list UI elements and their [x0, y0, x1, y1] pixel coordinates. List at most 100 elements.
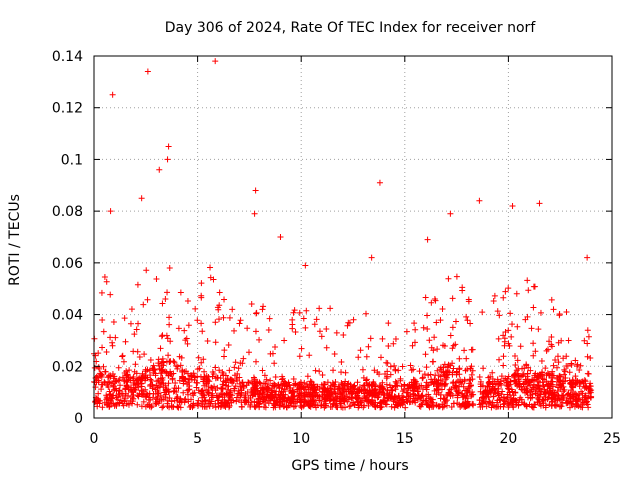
data-point: [537, 309, 544, 316]
data-point: [387, 363, 394, 370]
data-point: [558, 337, 565, 344]
data-point: [212, 387, 219, 394]
data-point: [565, 337, 572, 344]
data-point: [507, 378, 514, 385]
data-point: [587, 383, 594, 390]
data-point: [164, 400, 171, 407]
data-point: [568, 381, 575, 388]
data-point: [290, 309, 297, 316]
data-point: [419, 375, 426, 382]
data-point: [171, 387, 178, 394]
data-point: [483, 393, 490, 400]
data-point: [524, 277, 531, 284]
data-point: [151, 367, 158, 374]
data-point: [262, 380, 269, 387]
data-point: [502, 288, 509, 295]
data-point: [380, 385, 387, 392]
data-point: [138, 374, 145, 381]
data-point: [304, 391, 311, 398]
y-tick-labels: 0 0.02 0.04 0.06 0.08 0.1 0.12 0.14: [52, 49, 83, 427]
data-point: [354, 379, 361, 386]
data-point: [464, 317, 471, 324]
data-point: [240, 355, 247, 362]
data-point: [370, 380, 377, 387]
data-point: [251, 383, 258, 390]
data-point: [252, 187, 259, 194]
data-point: [207, 264, 214, 271]
data-point: [569, 377, 576, 384]
data-point: [424, 312, 431, 319]
data-point: [302, 324, 309, 331]
data-point: [143, 393, 150, 400]
data-point: [342, 378, 349, 385]
data-point: [177, 362, 184, 369]
data-point: [117, 382, 124, 389]
data-point: [379, 388, 386, 395]
data-point: [441, 381, 448, 388]
data-point: [125, 401, 132, 408]
data-point: [271, 383, 278, 390]
data-point: [266, 315, 273, 322]
data-point: [430, 358, 437, 365]
data-point: [176, 353, 183, 360]
data-point: [166, 264, 173, 271]
data-point: [447, 393, 454, 400]
data-point: [189, 372, 196, 379]
data-point: [330, 400, 337, 407]
data-point: [420, 324, 427, 331]
data-point: [392, 335, 399, 342]
data-point: [542, 365, 549, 372]
data-point: [449, 295, 456, 302]
data-point: [307, 378, 314, 385]
data-point: [141, 351, 148, 358]
data-point: [93, 373, 100, 380]
data-point: [358, 402, 365, 409]
data-point: [323, 326, 330, 333]
data-point: [172, 380, 179, 387]
data-point: [426, 395, 433, 402]
data-point: [174, 404, 181, 411]
data-point: [201, 392, 208, 399]
data-point: [560, 355, 567, 362]
data-point: [103, 396, 110, 403]
data-point: [226, 314, 233, 321]
data-point: [526, 380, 533, 387]
data-point: [259, 384, 266, 391]
data-point: [194, 380, 201, 387]
data-point: [235, 387, 242, 394]
data-point: [554, 353, 561, 360]
data-point: [144, 68, 151, 75]
data-point: [382, 401, 389, 408]
data-point: [439, 404, 446, 411]
data-point: [119, 353, 126, 360]
data-point: [429, 400, 436, 407]
data-point: [508, 333, 515, 340]
data-point: [198, 359, 205, 366]
data-point: [236, 374, 243, 381]
data-point: [561, 366, 568, 373]
y-tick-label: 0: [74, 411, 83, 427]
data-point: [572, 357, 579, 364]
data-point: [139, 391, 146, 398]
data-point: [300, 315, 307, 322]
data-point: [523, 361, 530, 368]
data-point: [243, 398, 250, 405]
data-point: [221, 296, 228, 303]
data-point: [347, 402, 354, 409]
data-point: [147, 356, 154, 363]
data-point: [424, 236, 431, 243]
data-point: [574, 361, 581, 368]
data-point: [365, 343, 372, 350]
data-point: [567, 392, 574, 399]
data-point: [317, 402, 324, 409]
data-point: [530, 304, 537, 311]
data-point: [532, 348, 539, 355]
data-point: [479, 399, 486, 406]
data-point: [300, 384, 307, 391]
data-point: [216, 316, 223, 323]
data-point: [133, 370, 140, 377]
data-point: [411, 379, 418, 386]
data-point: [455, 387, 462, 394]
data-point: [262, 404, 269, 411]
